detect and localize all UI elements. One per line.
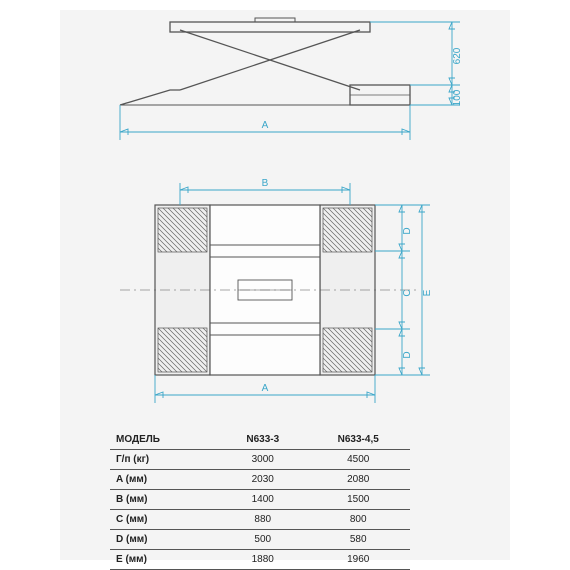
dim-100: 100 xyxy=(452,89,463,106)
plan-view: B A D xyxy=(60,165,510,435)
side-elevation: A 100 620 xyxy=(60,10,510,160)
dim-B: B xyxy=(262,178,269,189)
dim-620: 620 xyxy=(452,47,463,64)
dim-C: C xyxy=(402,289,413,296)
spec-table: МОДЕЛЬ N633-3 N633-4,5 Г/п (кг) 3000 450… xyxy=(110,430,410,570)
table-header-row: МОДЕЛЬ N633-3 N633-4,5 xyxy=(110,430,410,450)
dim-A-plan: A xyxy=(262,383,269,394)
dim-A-side: A xyxy=(262,120,269,131)
table-row: D (мм) 500 580 xyxy=(110,530,410,550)
drawing-sheet: A 100 620 xyxy=(60,10,510,560)
table-row: Г/п (кг) 3000 4500 xyxy=(110,450,410,470)
dim-D-bot: D xyxy=(402,351,413,358)
dim-E: E xyxy=(422,289,433,296)
col-model: МОДЕЛЬ xyxy=(110,430,219,450)
table-row: B (мм) 1400 1500 xyxy=(110,490,410,510)
table-row: A (мм) 2030 2080 xyxy=(110,470,410,490)
col-n633-3: N633-3 xyxy=(219,430,306,450)
table-row: C (мм) 880 800 xyxy=(110,510,410,530)
dim-D-top: D xyxy=(402,227,413,234)
table-row: E (мм) 1880 1960 xyxy=(110,550,410,570)
col-n633-45: N633-4,5 xyxy=(306,430,410,450)
